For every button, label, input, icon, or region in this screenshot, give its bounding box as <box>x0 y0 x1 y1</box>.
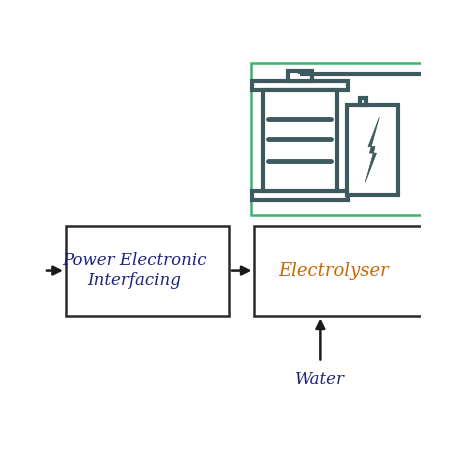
FancyBboxPatch shape <box>359 98 366 105</box>
FancyBboxPatch shape <box>66 226 229 315</box>
FancyBboxPatch shape <box>252 191 348 200</box>
FancyBboxPatch shape <box>255 226 443 315</box>
FancyBboxPatch shape <box>288 71 312 81</box>
Text: Water: Water <box>295 372 345 388</box>
FancyBboxPatch shape <box>252 81 348 90</box>
Text: Electrolyser: Electrolyser <box>278 262 389 279</box>
FancyBboxPatch shape <box>263 90 336 191</box>
Polygon shape <box>365 117 380 182</box>
FancyBboxPatch shape <box>347 105 398 195</box>
Text: Power Electronic
Interfacing: Power Electronic Interfacing <box>62 252 206 289</box>
FancyBboxPatch shape <box>251 63 439 215</box>
